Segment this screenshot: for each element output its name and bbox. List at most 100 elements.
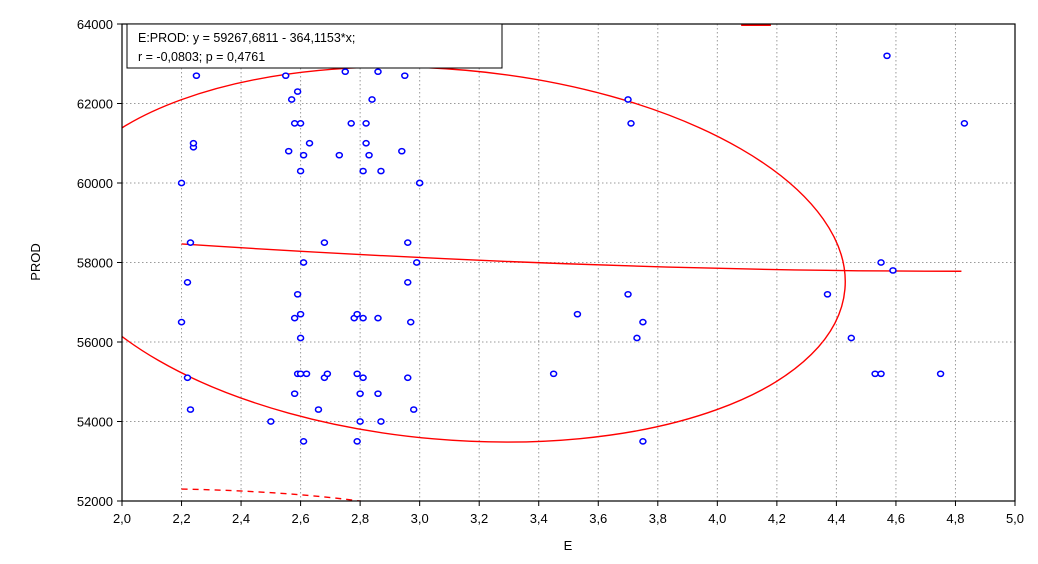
data-point xyxy=(183,279,192,286)
data-point xyxy=(305,139,314,147)
y-tick-label: 64000 xyxy=(77,17,113,32)
x-tick-label: 4,0 xyxy=(708,511,726,526)
x-tick-label: 2,4 xyxy=(232,511,250,526)
data-point xyxy=(639,318,647,326)
data-point xyxy=(183,374,192,382)
y-tick-label: 52000 xyxy=(77,494,113,509)
data-point xyxy=(960,120,969,127)
ellipse-outline xyxy=(122,66,846,443)
data-point xyxy=(404,279,412,286)
x-tick-label: 4,2 xyxy=(768,511,786,526)
data-point xyxy=(404,374,412,382)
x-tick-label: 3,8 xyxy=(649,511,667,526)
data-point xyxy=(302,370,311,378)
data-point xyxy=(412,259,421,266)
regression-line xyxy=(181,243,962,272)
data-point xyxy=(177,318,186,326)
x-tick-label: 4,8 xyxy=(946,511,964,526)
data-point xyxy=(293,88,302,95)
data-point xyxy=(353,438,361,445)
data-point xyxy=(415,179,424,187)
x-tick-label: 2,2 xyxy=(172,511,190,526)
data-point xyxy=(409,406,418,413)
x-tick-label: 3,4 xyxy=(530,511,548,526)
y-tick-label: 60000 xyxy=(77,176,113,191)
data-point xyxy=(359,374,367,382)
data-point xyxy=(177,179,186,187)
x-tick-label: 5,0 xyxy=(1006,511,1024,526)
x-tick-label: 3,0 xyxy=(411,511,429,526)
data-point xyxy=(356,390,364,398)
data-point xyxy=(883,52,891,60)
data-point xyxy=(299,438,308,445)
data-point xyxy=(365,151,373,159)
y-axis-title: PROD xyxy=(28,243,43,281)
x-tick-label: 3,6 xyxy=(589,511,607,526)
annotation-equation: E:PROD: y = 59267,6811 - 364,1153*x; xyxy=(138,31,355,45)
data-point xyxy=(290,390,299,398)
data-point xyxy=(877,259,885,266)
data-point xyxy=(398,147,406,155)
annotation-stats: r = -0,0803; p = 0,4761 xyxy=(138,50,265,64)
y-tick-label: 54000 xyxy=(77,415,113,430)
data-point xyxy=(267,418,275,425)
data-point xyxy=(186,239,195,246)
x-tick-label: 2,8 xyxy=(351,511,369,526)
data-point xyxy=(374,68,382,76)
x-tick-label: 3,2 xyxy=(470,511,488,526)
data-point xyxy=(189,139,198,147)
data-point xyxy=(627,120,635,127)
x-tick-label: 4,4 xyxy=(827,511,845,526)
regression-curve xyxy=(181,243,962,272)
y-tick-labels: 52000 54000 56000 58000 60000 62000 64000 xyxy=(77,17,122,509)
y-tick-label: 62000 xyxy=(77,97,113,112)
y-tick-label: 58000 xyxy=(77,256,113,271)
data-point xyxy=(284,147,293,155)
data-point xyxy=(374,314,382,322)
data-point xyxy=(362,120,370,127)
data-point xyxy=(871,370,879,378)
ellipse-dashed-segment xyxy=(181,488,366,501)
x-axis-title: E xyxy=(564,538,573,553)
data-point xyxy=(936,370,945,378)
data-point xyxy=(573,310,582,318)
annotation-box xyxy=(126,23,503,69)
x-tick-label: 4,6 xyxy=(887,511,905,526)
data-point xyxy=(296,167,305,175)
data-point xyxy=(353,310,361,318)
data-point xyxy=(186,406,195,413)
regression-annotation: E:PROD: y = 59267,6811 - 364,1153*x; r =… xyxy=(126,23,503,69)
data-point xyxy=(314,406,323,413)
data-point xyxy=(847,334,856,342)
data-point xyxy=(290,314,299,322)
data-point xyxy=(296,310,305,318)
data-point xyxy=(823,290,832,298)
y-tick-label: 56000 xyxy=(77,335,113,350)
confidence-ellipse xyxy=(122,24,846,501)
x-tick-label: 2,6 xyxy=(292,511,310,526)
data-point xyxy=(377,418,385,425)
data-point xyxy=(320,239,329,246)
data-point xyxy=(293,290,302,298)
data-point xyxy=(192,72,201,80)
data-point xyxy=(335,151,344,159)
data-point xyxy=(368,96,376,103)
data-point xyxy=(296,370,305,378)
data-point xyxy=(624,96,632,103)
data-points xyxy=(177,52,969,445)
data-point xyxy=(877,370,885,378)
data-point xyxy=(353,370,361,378)
x-tick-label: 2,0 xyxy=(113,511,131,526)
data-point xyxy=(347,120,355,127)
data-point xyxy=(362,139,370,147)
data-point xyxy=(323,370,332,378)
data-point xyxy=(549,370,558,378)
data-point xyxy=(296,334,305,342)
data-point xyxy=(624,290,632,298)
data-point xyxy=(401,72,409,80)
data-point xyxy=(299,259,308,266)
x-tick-labels: 2,0 2,2 2,4 2,6 2,8 3,0 3,2 3,4 3,6 3,8 4,0 4,2 4,4 4… xyxy=(113,501,1024,526)
